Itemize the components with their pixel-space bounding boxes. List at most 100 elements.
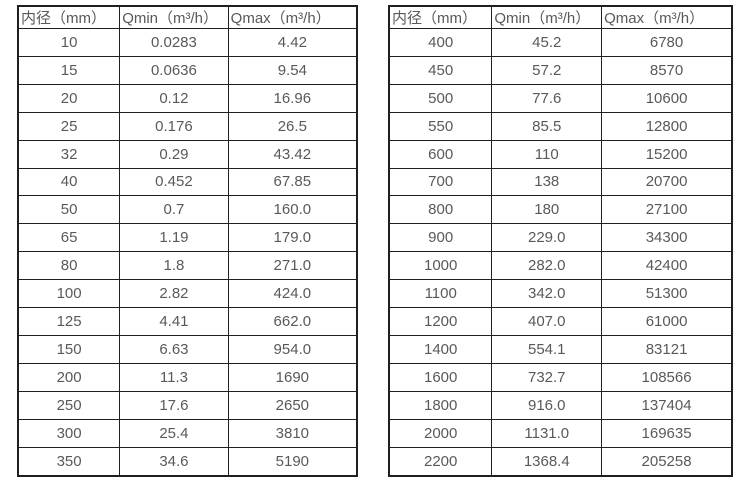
table-row: 550 85.5 12800 <box>388 111 733 141</box>
table-row: 1100 342.0 51300 <box>388 279 733 309</box>
table-cell: 407.0 <box>491 307 603 336</box>
table-cell: 2000 <box>388 418 493 448</box>
table-row: 250 17.6 2650 <box>17 390 358 420</box>
table-cell: 662.0 <box>227 307 358 336</box>
table-cell: 342.0 <box>491 279 603 309</box>
table-cell: 179.0 <box>227 223 358 253</box>
table-cell: 15200 <box>601 139 733 169</box>
table-row: 500 77.6 10600 <box>388 83 733 113</box>
table-cell: 26.5 <box>227 111 358 141</box>
table-cell: 45.2 <box>491 28 603 57</box>
header-row: 内径（mm） Qmin（m³/h） Qmax（m³/h） <box>388 5 733 29</box>
table-cell: 160.0 <box>227 195 358 225</box>
table-body: 10 0.0283 4.42 15 0.0636 9.54 20 0.12 16.96 25 0.1… <box>17 28 358 477</box>
table-row: 700 138 20700 <box>388 167 733 197</box>
table-cell: 600 <box>388 139 493 169</box>
table-cell: 57.2 <box>491 55 603 85</box>
table-cell: 1800 <box>388 390 493 420</box>
table-cell: 32 <box>17 139 121 169</box>
table-cell: 83121 <box>601 334 733 364</box>
table-cell: 916.0 <box>491 390 603 420</box>
table-cell: 43.42 <box>227 139 358 169</box>
table-cell: 65 <box>17 223 121 253</box>
column-header: Qmax（m³/h） <box>601 5 733 29</box>
table-cell: 85.5 <box>491 111 603 141</box>
table-row: 1200 407.0 61000 <box>388 307 733 336</box>
table-cell: 1.8 <box>119 251 229 281</box>
table-cell: 1400 <box>388 334 493 364</box>
table-cell: 800 <box>388 195 493 225</box>
table-cell: 1368.4 <box>491 446 603 477</box>
table-cell: 0.452 <box>119 167 229 197</box>
table-cell: 110 <box>491 139 603 169</box>
table-cell: 138 <box>491 167 603 197</box>
table-cell: 8570 <box>601 55 733 85</box>
table-cell: 20700 <box>601 167 733 197</box>
table-cell: 0.0283 <box>119 28 229 57</box>
table-cell: 11.3 <box>119 362 229 392</box>
table-cell: 25.4 <box>119 418 229 448</box>
table-cell: 80 <box>17 251 121 281</box>
table-cell: 17.6 <box>119 390 229 420</box>
table-cell: 0.0636 <box>119 55 229 85</box>
table-cell: 9.54 <box>227 55 358 85</box>
table-cell: 0.176 <box>119 111 229 141</box>
column-header: Qmax（m³/h） <box>227 5 358 29</box>
column-header: 内径（mm） <box>388 5 493 29</box>
column-header: Qmin（m³/h） <box>119 5 229 29</box>
table-cell: 34.6 <box>119 446 229 477</box>
table-cell: 1600 <box>388 362 493 392</box>
table-cell: 250 <box>17 390 121 420</box>
table-row: 50 0.7 160.0 <box>17 195 358 225</box>
table-cell: 61000 <box>601 307 733 336</box>
table-cell: 1100 <box>388 279 493 309</box>
table-cell: 180 <box>491 195 603 225</box>
table-cell: 27100 <box>601 195 733 225</box>
table-row: 65 1.19 179.0 <box>17 223 358 253</box>
table-cell: 67.85 <box>227 167 358 197</box>
table-row: 800 180 27100 <box>388 195 733 225</box>
flow-table-large-diameters: 内径（mm） Qmin（m³/h） Qmax（m³/h） 400 45.2 6780 45… <box>388 5 733 477</box>
table-cell: 229.0 <box>491 223 603 253</box>
table-cell: 10 <box>17 28 121 57</box>
table-cell: 6.63 <box>119 334 229 364</box>
table-cell: 50 <box>17 195 121 225</box>
table-cell: 205258 <box>601 446 733 477</box>
table-cell: 15 <box>17 55 121 85</box>
table-cell: 12800 <box>601 111 733 141</box>
table-cell: 732.7 <box>491 362 603 392</box>
table-row: 900 229.0 34300 <box>388 223 733 253</box>
table-cell: 424.0 <box>227 279 358 309</box>
table-row: 40 0.452 67.85 <box>17 167 358 197</box>
table-cell: 200 <box>17 362 121 392</box>
table-cell: 282.0 <box>491 251 603 281</box>
table-cell: 5190 <box>227 446 358 477</box>
table-cell: 169635 <box>601 418 733 448</box>
table-cell: 2.82 <box>119 279 229 309</box>
table-cell: 350 <box>17 446 121 477</box>
table-cell: 42400 <box>601 251 733 281</box>
table-cell: 150 <box>17 334 121 364</box>
table-cell: 16.96 <box>227 83 358 113</box>
table-row: 2200 1368.4 205258 <box>388 446 733 477</box>
table-cell: 1.19 <box>119 223 229 253</box>
table-cell: 108566 <box>601 362 733 392</box>
table-cell: 271.0 <box>227 251 358 281</box>
table-row: 350 34.6 5190 <box>17 446 358 477</box>
table-row: 1800 916.0 137404 <box>388 390 733 420</box>
table-cell: 20 <box>17 83 121 113</box>
table-cell: 500 <box>388 83 493 113</box>
table-row: 10 0.0283 4.42 <box>17 28 358 57</box>
table-cell: 100 <box>17 279 121 309</box>
table-cell: 6780 <box>601 28 733 57</box>
table-cell: 125 <box>17 307 121 336</box>
table-row: 450 57.2 8570 <box>388 55 733 85</box>
table-cell: 450 <box>388 55 493 85</box>
table-row: 400 45.2 6780 <box>388 28 733 57</box>
column-header: 内径（mm） <box>17 5 121 29</box>
table-cell: 40 <box>17 167 121 197</box>
table-row: 1400 554.1 83121 <box>388 334 733 364</box>
table-cell: 25 <box>17 111 121 141</box>
table-cell: 2650 <box>227 390 358 420</box>
table-cell: 2200 <box>388 446 493 477</box>
